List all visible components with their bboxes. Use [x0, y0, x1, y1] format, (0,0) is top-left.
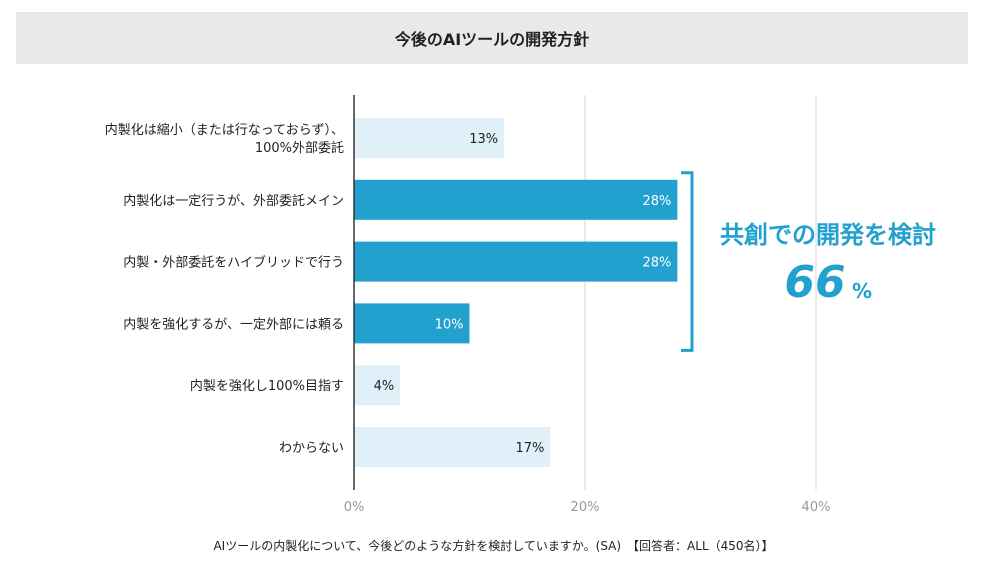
bar	[354, 241, 678, 282]
chart-title-bar: 今後のAIツールの開発方針	[16, 12, 968, 64]
chart-caption: AIツールの内製化について、今後どのような方針を検討していますか。(SA) 【回…	[213, 539, 774, 553]
category-label: 内製・外部委託をハイブリッドで行う	[123, 255, 344, 271]
category-label: 内製を強化するが、一定外部には頼る	[123, 316, 344, 332]
annotation-text: 共創での開発を検討	[720, 221, 936, 249]
annotation-bracket	[681, 171, 694, 352]
bar-value-label: 4%	[374, 379, 395, 394]
bar-value-label: 10%	[435, 317, 464, 332]
annotation-unit: %	[852, 279, 872, 303]
x-tick-label: 0%	[344, 500, 365, 515]
category-label: 内製化は一定行うが、外部委託メイン	[123, 193, 344, 209]
bar	[354, 179, 678, 220]
bar	[354, 365, 401, 406]
bar-value-label: 28%	[642, 256, 671, 271]
chart-title: 今後のAIツールの開発方針	[394, 30, 590, 49]
category-label: 100%外部委託	[255, 140, 344, 156]
annotation-value: 66	[784, 257, 845, 308]
x-tick-label: 40%	[802, 500, 831, 515]
category-label: わからない	[279, 441, 344, 456]
x-tick-label: 20%	[571, 500, 600, 515]
bar	[354, 118, 505, 158]
bar-value-label: 13%	[469, 132, 498, 147]
category-label: 内製を強化し100%目指す	[190, 378, 344, 394]
bar	[354, 303, 470, 344]
category-label: 内製化は縮小（または行なっておらず）、	[105, 122, 344, 138]
bar-value-label: 28%	[642, 194, 671, 209]
bar-value-label: 17%	[515, 441, 544, 456]
bar	[354, 427, 551, 467]
